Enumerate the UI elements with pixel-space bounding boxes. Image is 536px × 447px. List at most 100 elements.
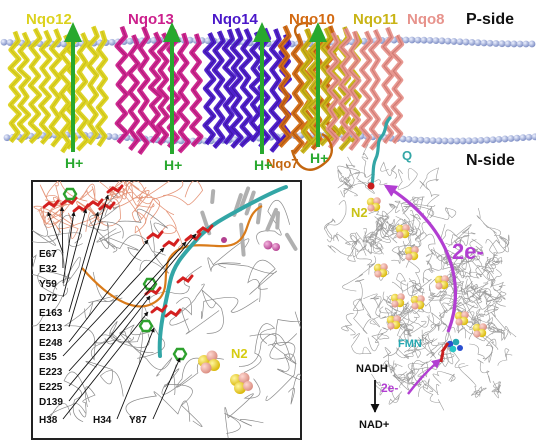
backbone-trace (343, 180, 358, 197)
backbone-trace (410, 359, 432, 375)
peripheral-arm (323, 143, 517, 411)
membrane-bead (426, 36, 434, 44)
inset-helix (285, 232, 298, 251)
inset-trace (85, 361, 124, 397)
backbone-trace (366, 232, 383, 246)
backbone-trace (477, 359, 491, 383)
backbone-trace (367, 321, 390, 352)
helix-shadow (279, 25, 291, 147)
backbone-trace (398, 371, 415, 389)
residue-sidechain (176, 274, 194, 284)
backbone-trace (347, 239, 358, 262)
inset-helix (210, 189, 216, 204)
backbone-trace (392, 375, 427, 387)
inset-pink-atoms (221, 237, 280, 251)
backbone-trace (396, 308, 421, 337)
backbone-trace (398, 301, 411, 320)
residue-pointer (62, 311, 149, 420)
helix-shadow (128, 34, 139, 150)
inset-trace (224, 413, 264, 434)
backbone-trace (403, 341, 422, 357)
backbone-trace (427, 327, 456, 351)
inset-trace (48, 403, 86, 421)
membrane-bead (450, 38, 458, 45)
helix-shadow (96, 30, 108, 147)
inset-trace (118, 181, 131, 200)
membrane-bead (423, 136, 431, 144)
backbone-trace (454, 251, 483, 272)
inset-trace (99, 181, 125, 199)
backbone-trace (477, 268, 502, 293)
inset-trace (97, 204, 124, 239)
backbone-trace (421, 323, 438, 344)
backbone-trace (457, 321, 473, 340)
helix-shadow (116, 26, 128, 143)
helix-shadow (149, 32, 162, 143)
proton-arrowhead (309, 22, 327, 42)
backbone-trace (353, 306, 381, 334)
membrane-bead (108, 38, 116, 46)
membrane-bead (498, 40, 506, 48)
backbone-trace (492, 291, 507, 307)
backbone-trace (466, 284, 481, 303)
backbone-trace (438, 291, 448, 318)
n2-label: N2 (351, 205, 368, 220)
helix-shadow (59, 35, 71, 153)
backbone-trace (398, 232, 422, 254)
quinone-head (367, 182, 375, 190)
nadh-label: NADH (356, 363, 388, 375)
inset-trace (32, 254, 58, 290)
inset-trace (162, 181, 204, 206)
helix-shadow (178, 33, 190, 153)
helix-bundle (114, 25, 204, 156)
helix-shadow (231, 28, 242, 148)
helix-shadow (348, 31, 360, 150)
helix-shadow (270, 28, 281, 152)
backbone-trace (368, 210, 390, 224)
helix-shadow (369, 29, 381, 150)
backbone-trace (387, 383, 403, 405)
backbone-trace (445, 230, 469, 246)
backbone-trace (342, 263, 375, 292)
inset-helix (275, 211, 280, 230)
nad-label: NAD+ (359, 419, 389, 431)
helix-shadow (391, 35, 403, 143)
inset-n2-cluster (198, 350, 253, 394)
backbone-trace (385, 203, 398, 216)
inset-trace (32, 223, 82, 246)
helix-shadow (320, 27, 332, 146)
backbone-trace (364, 231, 384, 253)
residue-label: Y87 (129, 415, 147, 426)
inset-trace (243, 323, 276, 373)
backbone-trace (448, 259, 472, 273)
backbone-trace (431, 253, 449, 271)
backbone-trace (446, 345, 469, 369)
backbone-trace (419, 167, 439, 191)
nadh-electron-arrow (407, 358, 442, 395)
residue-label: E225 (39, 382, 63, 393)
residue-sidechain (196, 224, 214, 234)
helix-shadow (339, 28, 351, 142)
electron-label-large: 2e- (452, 239, 484, 264)
helix-shadow (39, 30, 51, 144)
backbone-trace (326, 200, 347, 243)
backbone-trace (475, 261, 497, 278)
residue-label: E67 (39, 249, 57, 260)
backbone-trace (352, 298, 372, 319)
backbone-trace (355, 232, 379, 250)
residue-label: E32 (39, 264, 57, 275)
membrane-bead (462, 38, 470, 46)
backbone-trace (408, 214, 421, 236)
inset-trace (89, 191, 120, 250)
inset-trace (265, 353, 296, 401)
residue-pointer (47, 211, 64, 254)
inset-trace (277, 368, 301, 405)
proton-label: H+ (310, 150, 328, 166)
membrane-bead (480, 39, 488, 47)
nqo7-chain (290, 21, 333, 171)
helix-shadow (76, 32, 88, 151)
inset-trace (44, 181, 88, 207)
residue-pointer (68, 211, 100, 313)
backbone-trace (485, 239, 503, 265)
residue-sidechain (98, 201, 116, 211)
